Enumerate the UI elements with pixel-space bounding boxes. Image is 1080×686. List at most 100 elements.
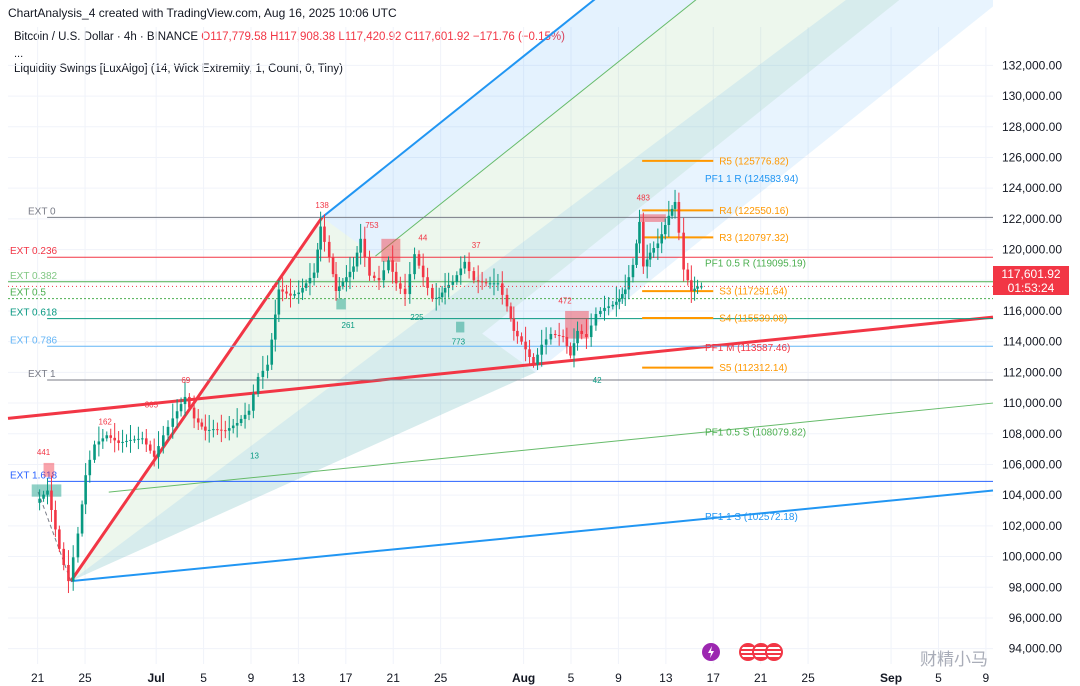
candle-body xyxy=(281,289,284,292)
close-value: C117,601.92 xyxy=(404,31,470,43)
y-axis-tick-label: 120,000.00 xyxy=(1002,243,1062,257)
candle-body xyxy=(663,225,667,235)
candle-body xyxy=(331,257,335,275)
event-lightning-icon[interactable] xyxy=(702,643,720,661)
channel-label: PF1 1 R (124583.94) xyxy=(705,174,798,185)
pitchfork-handle-line xyxy=(69,216,324,582)
candle-body xyxy=(141,438,144,440)
pivot-level-label: R5 (125776.82) xyxy=(719,156,789,167)
candle-body xyxy=(285,291,288,294)
candle-body xyxy=(183,396,187,405)
candle-body xyxy=(50,490,53,510)
channel-label: PF1 0.5 S (108079.82) xyxy=(705,428,806,439)
candle-body xyxy=(67,564,70,582)
channel-label: PF1 1 S (102572.18) xyxy=(705,512,798,523)
swing-count-label: 37 xyxy=(472,241,481,250)
candle-body xyxy=(700,286,703,288)
last-price-value: 117,601.92 xyxy=(1001,267,1061,281)
candle-body xyxy=(235,423,239,426)
ext-level-label: EXT 0.236 xyxy=(10,246,58,257)
candle-body xyxy=(216,429,219,431)
last-price-tag: 117,601.92 01:53:24 xyxy=(993,266,1069,295)
candle-body xyxy=(437,297,441,299)
y-axis-tick-label: 96,000.00 xyxy=(1009,611,1063,625)
y-axis-tick-label: 122,000.00 xyxy=(1002,212,1062,226)
candle-body xyxy=(443,287,447,293)
candle-body xyxy=(93,444,96,460)
y-axis-tick-label: 116,000.00 xyxy=(1003,304,1062,318)
candle-body xyxy=(618,298,621,302)
candle-body xyxy=(334,274,338,292)
candle-body xyxy=(239,418,243,424)
candle-body xyxy=(540,344,543,355)
candle-body xyxy=(589,325,593,338)
candle-body xyxy=(670,208,674,216)
candle-body xyxy=(97,441,101,445)
candle-body xyxy=(277,289,281,315)
candle-body xyxy=(148,444,152,451)
y-axis-tick-label: 100,000.00 xyxy=(1002,550,1062,564)
candle-body xyxy=(627,277,631,290)
pivot-level-label: S4 (115539.08) xyxy=(719,314,787,325)
candle-body xyxy=(417,254,421,266)
candle-body xyxy=(192,407,196,419)
candle-body xyxy=(42,494,45,499)
candle-body xyxy=(161,435,165,447)
x-axis-tick-label: 21 xyxy=(754,671,768,685)
candle-body xyxy=(101,438,105,442)
x-axis-tick-label: 5 xyxy=(935,671,942,685)
x-axis-tick-label: 5 xyxy=(200,671,207,685)
candle-body xyxy=(426,277,429,288)
candle-body xyxy=(71,557,75,582)
candle-body xyxy=(46,490,49,495)
candle-body xyxy=(476,280,480,282)
x-axis-tick-label: 25 xyxy=(434,671,448,685)
candle-body xyxy=(261,370,265,377)
pitchfork-lower-line xyxy=(70,489,994,583)
swing-count-label: 13 xyxy=(250,451,259,460)
candle-body xyxy=(273,314,277,340)
candle-body xyxy=(580,330,583,334)
candle-body xyxy=(76,533,80,558)
low-value: L117,420.92 xyxy=(338,31,402,43)
swing-count-label: 42 xyxy=(593,376,602,385)
candle-body xyxy=(480,281,484,283)
symbol-name[interactable]: Bitcoin / U.S. Dollar · 4h · BINANCE xyxy=(14,31,199,43)
candle-body xyxy=(599,310,602,315)
y-axis-tick-label: 104,000.00 xyxy=(1002,488,1062,502)
liquidity-zone xyxy=(43,462,55,477)
y-axis-tick-label: 112,000.00 xyxy=(1003,365,1062,379)
liquidity-zone xyxy=(456,321,465,333)
y-axis-tick-label: 98,000.00 xyxy=(1009,580,1063,594)
candle-body xyxy=(440,292,444,298)
pitchfork-half-lower-line xyxy=(108,402,994,493)
swing-count-label: 69 xyxy=(181,376,190,385)
indicator-legend[interactable]: Liquidity Swings [LuxAlgo] (14, Wick Ext… xyxy=(14,63,343,75)
candle-body xyxy=(289,293,292,296)
candle-body xyxy=(166,426,170,436)
candle-body xyxy=(451,281,455,285)
x-axis-tick-label: Sep xyxy=(880,671,902,685)
liquidity-zone xyxy=(336,298,346,310)
candle-body xyxy=(696,286,699,289)
channel-label: PF1 M (113587.46) xyxy=(705,343,790,354)
x-axis-tick-label: 17 xyxy=(339,671,353,685)
candle-body xyxy=(196,418,200,423)
candle-body xyxy=(355,252,359,267)
pitchfork-median-line xyxy=(7,315,994,420)
ext-level-label: EXT 0 xyxy=(28,206,56,217)
ext-level-label: EXT 1 xyxy=(28,369,56,380)
pivot-level-label: S5 (112312.14) xyxy=(719,363,787,374)
pivot-level-label: R4 (122550.16) xyxy=(719,206,789,217)
candle-body xyxy=(434,297,438,299)
candle-body xyxy=(297,292,300,295)
candle-body xyxy=(677,201,681,233)
more-legend-dots[interactable]: ... xyxy=(14,48,24,60)
pitchfork-triangle-fill xyxy=(70,217,536,582)
high-value: H117,908.38 xyxy=(270,31,336,43)
candle-body xyxy=(38,498,41,503)
candle-body xyxy=(492,283,496,285)
candle-body xyxy=(157,446,160,457)
event-us-flag-icon[interactable] xyxy=(765,643,783,661)
